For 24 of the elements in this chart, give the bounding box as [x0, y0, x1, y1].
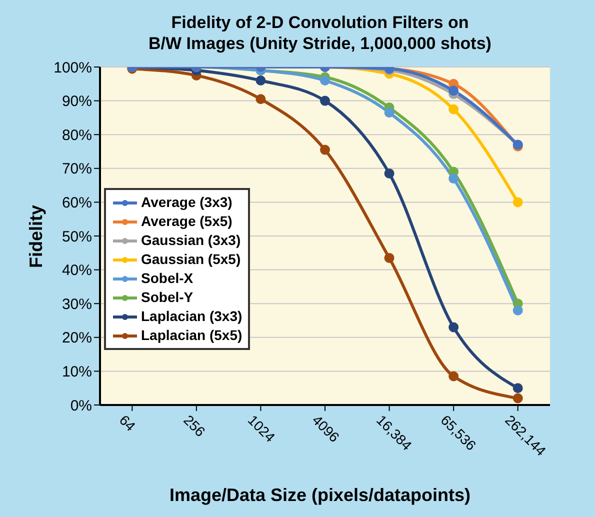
legend-label: Average (3x3) — [141, 193, 232, 212]
y-tick-label: 100% — [54, 59, 92, 76]
x-tick-label: 256 — [180, 412, 209, 440]
y-tick-label: 40% — [62, 262, 92, 280]
y-tick-label: 50% — [62, 228, 92, 246]
legend-label: Gaussian (3x3) — [141, 231, 241, 250]
legend-label: Average (5x5) — [141, 212, 232, 231]
legend-label: Gaussian (5x5) — [141, 250, 241, 269]
y-tick-label: 60% — [62, 194, 92, 212]
chart-title: Fidelity of 2-D Convolution Filters on B/W Images (Unity Stride, 1,000,000 shots) — [148, 12, 492, 54]
legend-label: Sobel-Y — [141, 288, 194, 307]
y-tick-label: 20% — [62, 330, 92, 347]
y-tick-label: 0% — [70, 397, 92, 414]
y-tick-label: 10% — [62, 364, 92, 381]
y-tick-label: 70% — [62, 160, 92, 178]
y-tick-label: 90% — [62, 93, 92, 110]
x-tick-label: 64 — [116, 412, 139, 434]
legend-label: Laplacian (5x5) — [141, 326, 242, 345]
legend-label: Sobel-X — [141, 269, 194, 288]
y-tick-label: 30% — [62, 296, 92, 313]
legend-label: Laplacian (3x3) — [141, 307, 242, 326]
x-axis-title: Image/Data Size (pixels/datapoints) — [168, 485, 472, 506]
y-tick-label: 80% — [62, 126, 92, 144]
y-axis-title: Fidelity — [26, 204, 46, 268]
